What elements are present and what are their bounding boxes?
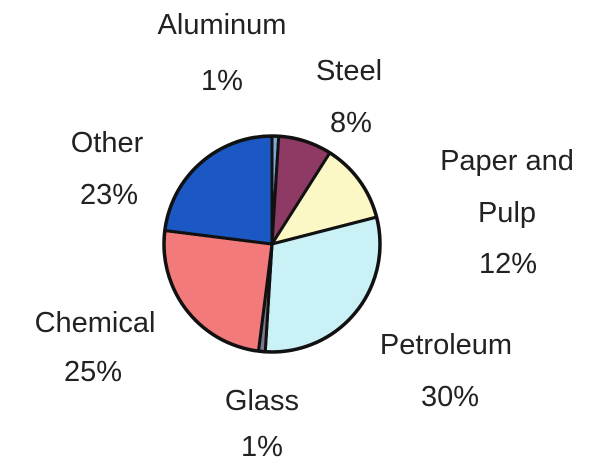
label-aluminum: Aluminum [158,9,287,41]
label-paper-and-pulp-line2: Pulp [478,197,536,229]
label-petroleum: Petroleum [380,329,512,361]
pct-glass: 1% [241,431,283,463]
pct-aluminum: 1% [201,65,243,97]
pie-slice-chemical [162,228,274,353]
pct-chemical: 25% [64,356,122,388]
pie-outline [162,134,382,354]
label-chemical: Chemical [35,307,156,339]
label-paper-and-pulp-line1: Paper and [440,145,574,177]
label-glass: Glass [225,385,299,417]
pct-steel: 8% [330,107,372,139]
pct-petroleum: 30% [421,381,479,413]
label-steel: Steel [316,55,382,87]
label-other: Other [71,127,144,159]
pct-paper-and-pulp: 12% [479,248,537,280]
pie-slices [162,134,382,354]
pct-other: 23% [80,179,138,211]
